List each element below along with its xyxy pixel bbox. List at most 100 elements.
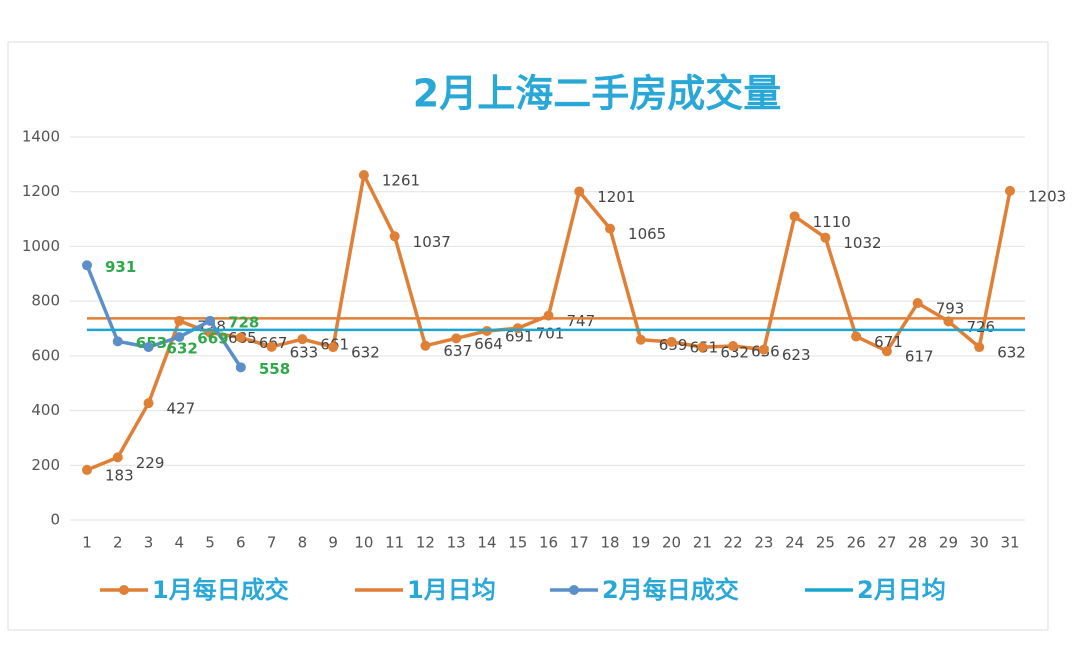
data-point (512, 323, 523, 334)
data-label: 793 (936, 300, 965, 318)
data-label: 427 (167, 400, 196, 418)
data-label: 632 (720, 344, 749, 362)
data-point (881, 346, 892, 357)
x-tick-label: 27 (877, 534, 896, 552)
data-point (389, 231, 400, 242)
data-point (112, 336, 123, 347)
data-point (235, 362, 246, 373)
data-label: 632 (167, 340, 198, 358)
data-point (143, 398, 154, 409)
data-point (451, 333, 462, 344)
x-tick-label: 20 (662, 534, 681, 552)
x-tick-label: 4 (175, 534, 185, 552)
y-tick-label: 1400 (22, 128, 60, 146)
x-tick-label: 9 (328, 534, 338, 552)
data-label: 1065 (628, 225, 666, 243)
x-tick-label: 7 (267, 534, 277, 552)
x-tick-label: 11 (385, 534, 404, 552)
y-tick-label: 800 (31, 292, 60, 310)
data-label: 1110 (813, 213, 851, 231)
data-point (112, 452, 123, 463)
data-point (697, 342, 708, 353)
data-label: 726 (966, 318, 995, 336)
legend-label: 2月每日成交 (602, 576, 739, 604)
data-label: 664 (474, 335, 503, 353)
data-point (974, 342, 985, 353)
data-label: 617 (905, 348, 934, 366)
x-tick-label: 17 (570, 534, 589, 552)
data-point (205, 315, 216, 326)
x-tick-label: 15 (508, 534, 527, 552)
x-tick-label: 3 (144, 534, 154, 552)
data-point (82, 260, 92, 271)
data-label: 623 (782, 346, 811, 364)
y-tick-label: 1200 (22, 182, 60, 200)
x-tick-label: 13 (447, 534, 466, 552)
x-tick-label: 28 (908, 534, 927, 552)
x-tick-label: 31 (1000, 534, 1019, 552)
data-label: 671 (874, 333, 903, 351)
data-point (728, 341, 739, 352)
y-tick-label: 1000 (22, 237, 60, 255)
data-label: 728 (228, 313, 259, 331)
x-tick-label: 26 (847, 534, 866, 552)
x-tick-label: 8 (298, 534, 308, 552)
data-label: 1201 (597, 188, 635, 206)
legend-label: 1月日均 (407, 576, 496, 604)
data-point (143, 342, 154, 353)
data-label: 1203 (1028, 187, 1066, 205)
data-label: 1037 (413, 233, 451, 251)
data-label: 229 (136, 454, 165, 472)
data-point (358, 170, 369, 181)
x-tick-label: 22 (724, 534, 743, 552)
data-label: 747 (567, 312, 596, 330)
data-point (789, 211, 800, 222)
data-point (851, 331, 862, 342)
data-point (912, 298, 923, 309)
y-tick-label: 200 (31, 456, 60, 474)
y-tick-label: 600 (31, 346, 60, 364)
x-tick-label: 12 (416, 534, 435, 552)
y-tick-label: 400 (31, 401, 60, 419)
data-label: 183 (105, 466, 134, 484)
x-tick-label: 2 (113, 534, 123, 552)
data-label: 1261 (382, 172, 420, 190)
data-label: 558 (259, 360, 290, 378)
data-label: 632 (351, 344, 380, 362)
data-point (174, 331, 185, 342)
data-point (1005, 185, 1015, 196)
x-tick-label: 14 (477, 534, 496, 552)
data-point (420, 340, 431, 351)
data-label: 632 (997, 344, 1026, 362)
chart-title: 2月上海二手房成交量 (413, 72, 781, 116)
data-point (297, 334, 308, 345)
legend-marker (119, 585, 129, 595)
x-tick-label: 25 (816, 534, 835, 552)
x-tick-label: 23 (754, 534, 773, 552)
data-point (635, 334, 646, 345)
data-point (820, 232, 831, 243)
data-point (82, 464, 92, 475)
x-tick-label: 6 (236, 534, 246, 552)
x-tick-label: 16 (539, 534, 558, 552)
legend-label: 1月每日成交 (152, 576, 289, 604)
x-tick-label: 19 (631, 534, 650, 552)
x-tick-label: 29 (939, 534, 958, 552)
x-tick-label: 21 (693, 534, 712, 552)
data-point (574, 186, 585, 197)
data-label: 701 (536, 325, 565, 343)
x-tick-label: 10 (354, 534, 373, 552)
data-point (235, 332, 246, 343)
legend-marker (569, 585, 579, 595)
data-label: 637 (443, 342, 472, 360)
data-point (666, 336, 677, 347)
x-tick-label: 1 (82, 534, 92, 552)
data-label: 691 (505, 327, 534, 345)
y-tick-label: 0 (50, 511, 60, 529)
x-tick-label: 30 (970, 534, 989, 552)
data-label: 669 (197, 329, 228, 347)
data-point (605, 223, 616, 234)
x-tick-label: 5 (205, 534, 215, 552)
x-tick-label: 24 (785, 534, 804, 552)
